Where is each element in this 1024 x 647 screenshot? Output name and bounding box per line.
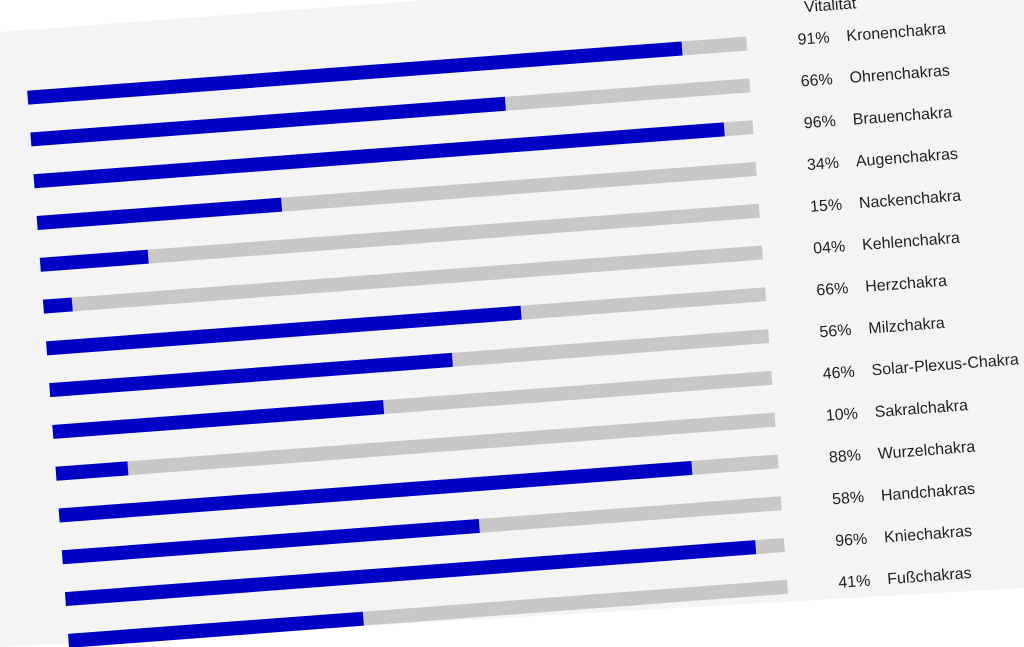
bar-track (42, 245, 763, 314)
bar-value (55, 461, 129, 481)
category-label: Kniechakras (884, 523, 973, 547)
percent-label: 66% (816, 280, 849, 299)
bar-value (64, 540, 757, 607)
percent-label: 88% (828, 447, 861, 466)
percent-label: 96% (835, 531, 868, 550)
bar-value (61, 518, 480, 565)
percent-label: 66% (800, 71, 833, 90)
bar-row-fusschakras: 41% Fußchakras (68, 565, 972, 647)
percent-label: 56% (819, 322, 852, 341)
percent-label: 58% (832, 489, 865, 508)
bar-value (68, 611, 364, 647)
bar-value (30, 96, 506, 147)
bar-row-milzchakra: 56% Milzchakra (49, 315, 946, 398)
bar-row-sakralchakra: 10% Sakralchakra (55, 397, 969, 481)
bar-value (27, 41, 683, 105)
category-label: Fußchakras (887, 565, 973, 588)
bar-value (46, 305, 522, 356)
bar-value (42, 297, 73, 314)
bar-value (58, 460, 693, 523)
bar-value (39, 249, 149, 272)
bar-value (33, 122, 725, 189)
bar-value (49, 352, 453, 398)
category-label: Herzchakra (865, 273, 948, 296)
percent-label: 10% (825, 405, 858, 424)
percent-label: 34% (806, 155, 839, 174)
bar-row-herzchakra: 66% Herzchakra (46, 273, 948, 356)
percent-label: 41% (838, 573, 871, 592)
percent-label: 04% (813, 238, 846, 257)
bar-row-augenchakras: 34% Augenchakras (36, 146, 959, 231)
percent-label: 46% (822, 364, 855, 383)
category-label: Milzchakra (868, 315, 946, 338)
bar-track (39, 203, 760, 272)
bar-value (36, 197, 283, 231)
percent-label: 15% (810, 197, 843, 216)
category-label: Sakralchakra (874, 397, 968, 421)
vitality-header: Vitalität (804, 0, 858, 16)
percent-label: 96% (803, 113, 836, 132)
bar-row-kniechakras: 96% Kniechakras (64, 523, 973, 607)
bar-value (52, 400, 385, 439)
percent-label: 91% (797, 29, 830, 48)
bar-track (55, 412, 776, 481)
